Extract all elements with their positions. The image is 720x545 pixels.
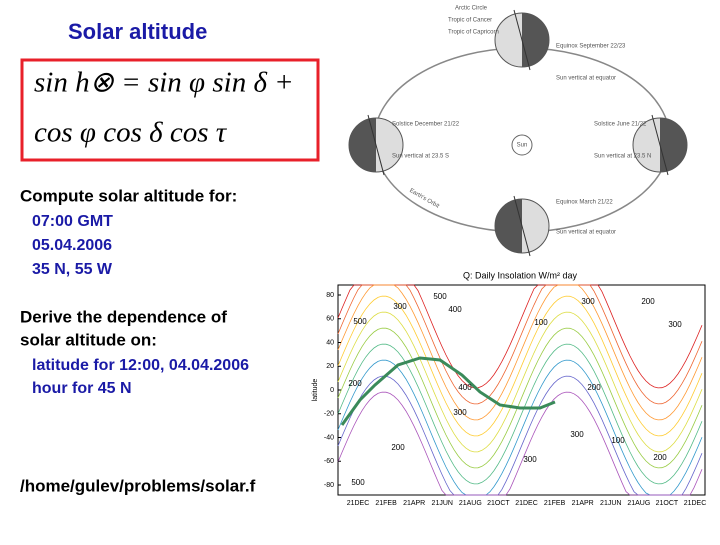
- contour: [337, 284, 703, 405]
- globe-shadow: [495, 199, 522, 253]
- diagram-label: Equinox March 21/22: [556, 200, 613, 206]
- x-tick-label: 21DEC: [347, 500, 370, 507]
- task-item: 05.04.2006: [32, 237, 112, 254]
- orbit-diagram: [348, 9, 688, 257]
- contour-label: 200: [348, 379, 362, 388]
- diagram-label: Equinox September 22/23: [556, 44, 626, 50]
- task-item: latitude for 12:00, 04.04.2006: [32, 357, 249, 374]
- diagram-label: Tropic of Capricorn: [448, 30, 499, 36]
- insolation-chart: [337, 284, 706, 496]
- diagram-label: Arctic Circle: [455, 6, 488, 12]
- contour-label: 300: [581, 297, 595, 306]
- y-tick-label: -40: [324, 434, 334, 441]
- diagram-label: Sun vertical at 23.5 S: [392, 154, 449, 160]
- x-tick-label: 21DEC: [515, 500, 538, 507]
- title: Solar altitude: [68, 19, 207, 44]
- task-item: 35 N, 55 W: [32, 261, 113, 278]
- contour-label: 500: [353, 317, 367, 326]
- y-tick-label: 20: [326, 363, 334, 370]
- contour-label: 500: [351, 478, 365, 487]
- task-heading: solar altitude on:: [20, 330, 157, 349]
- globe-shadow: [349, 118, 376, 172]
- formula-line: cos φ cos δ cos τ: [34, 117, 228, 149]
- x-tick-label: 21JUN: [600, 500, 621, 507]
- contour: [337, 311, 703, 453]
- y-tick-label: 60: [326, 316, 334, 323]
- contour: [337, 391, 703, 496]
- x-tick-label: 21FEB: [544, 500, 566, 507]
- x-tick-label: 21FEB: [375, 500, 397, 507]
- globe-shadow: [522, 13, 549, 67]
- file-path: /home/gulev/problems/solar.f: [20, 476, 256, 495]
- contour-label: 200: [587, 383, 601, 392]
- globe-shadow: [660, 118, 687, 172]
- contour-label: 200: [653, 453, 667, 462]
- contour: [337, 295, 703, 437]
- sketch-line: [340, 356, 556, 426]
- diagram-label: Sun: [517, 143, 528, 149]
- y-tick-label: 0: [330, 387, 334, 394]
- contour: [337, 343, 703, 485]
- x-tick-label: 21OCT: [487, 500, 510, 507]
- contour-label: 100: [611, 436, 625, 445]
- y-tick-label: -20: [324, 411, 334, 418]
- contour: [337, 327, 703, 469]
- diagram-label: Solstice December 21/22: [392, 122, 460, 128]
- y-tick-label: 80: [326, 292, 334, 299]
- y-tick-label: -80: [324, 482, 334, 489]
- diagram-label: Sun vertical at 23.5 N: [594, 154, 651, 160]
- contour-label: 200: [391, 443, 405, 452]
- x-tick-label: 21APR: [572, 500, 594, 507]
- axis: [513, 195, 531, 257]
- diagram-label: Tropic of Cancer: [448, 18, 492, 24]
- x-tick-label: 21AUG: [627, 500, 650, 507]
- task-heading: Derive the dependence of: [20, 307, 227, 326]
- formula-line: sin h⊗ = sin φ sin δ +: [34, 67, 294, 99]
- contour-label: 300: [393, 302, 407, 311]
- x-tick-label: 21JUN: [432, 500, 453, 507]
- contour: [337, 284, 703, 421]
- y-axis-label: latitude: [312, 379, 319, 402]
- task-item: 07:00 GMT: [32, 213, 113, 230]
- diagram-label: Sun vertical at equator: [556, 76, 616, 82]
- x-tick-label: 21DEC: [684, 500, 707, 507]
- axis: [367, 114, 385, 176]
- contour-label: 300: [453, 408, 467, 417]
- contour-label: 100: [534, 318, 548, 327]
- task-heading: Compute solar altitude for:: [20, 186, 237, 205]
- task-item: hour for 45 N: [32, 380, 132, 397]
- x-tick-label: 21OCT: [656, 500, 679, 507]
- contour-label: 300: [523, 455, 537, 464]
- chart-title: Q: Daily Insolation W/m² day: [463, 270, 578, 280]
- contour-label: 500: [433, 292, 447, 301]
- contour-label: 200: [641, 297, 655, 306]
- contour-label: 300: [570, 430, 584, 439]
- diagram-label: Solstice June 21/22: [594, 122, 647, 128]
- diagram-label: Earth's Orbit: [408, 188, 440, 210]
- contour-label: 300: [668, 320, 682, 329]
- x-tick-label: 21APR: [403, 500, 425, 507]
- axis: [651, 114, 669, 176]
- axis: [513, 9, 531, 71]
- y-tick-label: -60: [324, 458, 334, 465]
- contour-label: 400: [448, 305, 462, 314]
- formula-box: [20, 58, 320, 162]
- y-tick-label: 40: [326, 339, 334, 346]
- contour: [337, 359, 703, 496]
- x-tick-label: 21AUG: [459, 500, 482, 507]
- contour-label: 400: [458, 383, 472, 392]
- diagram-label: Sun vertical at equator: [556, 230, 616, 236]
